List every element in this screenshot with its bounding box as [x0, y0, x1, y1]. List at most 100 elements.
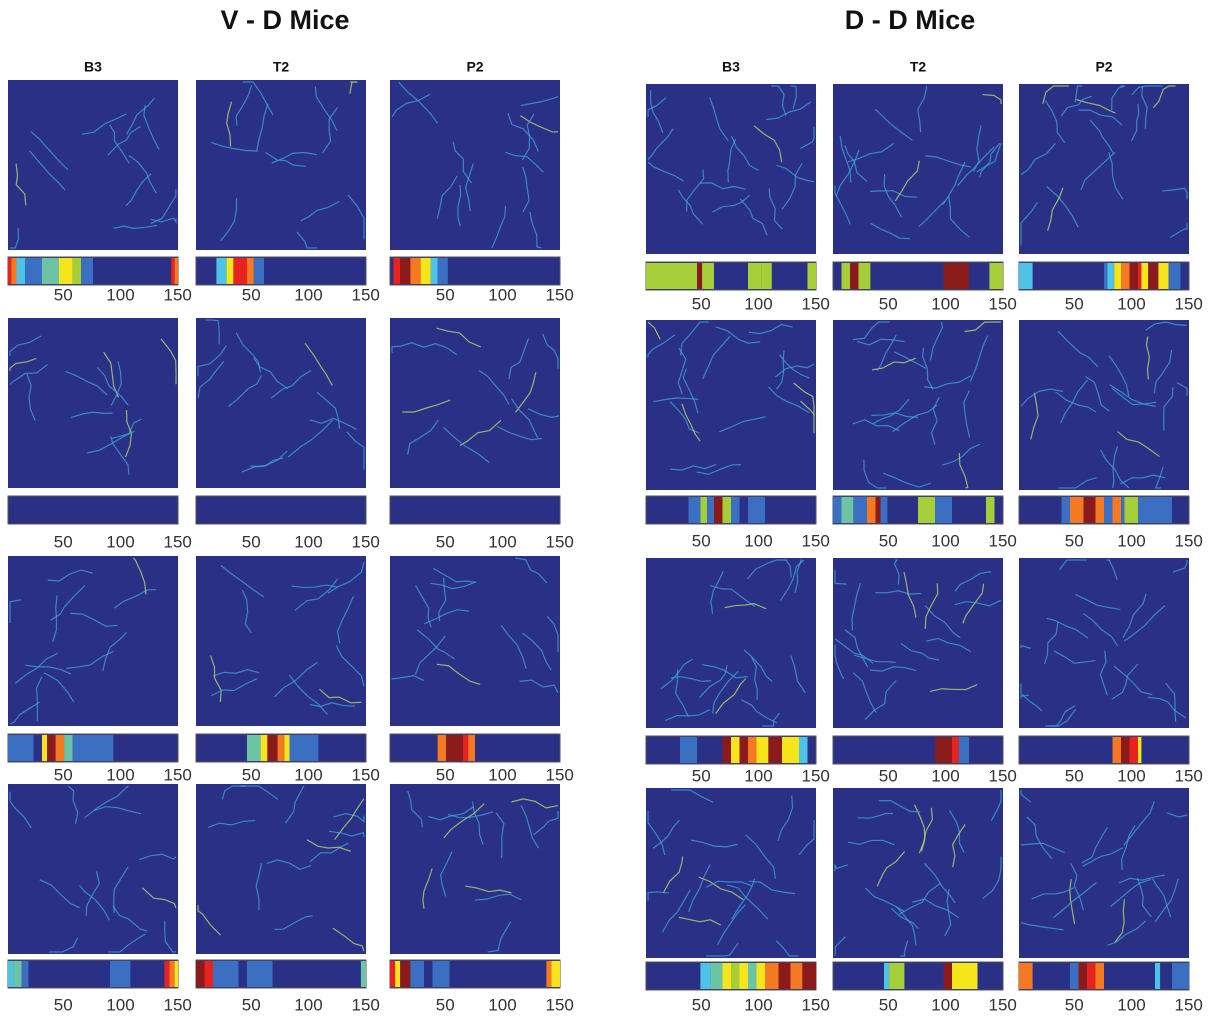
x-tick-label: 50: [692, 531, 711, 550]
strip-band: [390, 961, 395, 987]
strip-band: [1104, 497, 1113, 523]
strip-band: [1172, 963, 1181, 989]
strip-band: [944, 263, 970, 289]
strip-band: [881, 497, 888, 523]
strip-band: [42, 258, 59, 284]
strip-band: [17, 258, 26, 284]
strip-band: [284, 735, 289, 761]
x-tick-label: 50: [54, 765, 73, 784]
x-tick-label: 100: [931, 995, 959, 1014]
x-tick-label: 50: [436, 995, 455, 1014]
x-tick-label: 150: [164, 995, 192, 1014]
x-tick-label: 50: [436, 532, 455, 551]
micrograph: [646, 84, 816, 254]
strip-band: [714, 497, 723, 523]
micrograph: [833, 558, 1003, 728]
strip-band: [986, 497, 995, 523]
strip-band: [697, 263, 702, 289]
strip-band: [552, 961, 561, 987]
x-tick-label: 100: [488, 532, 516, 551]
strip-band: [468, 735, 475, 761]
strip-band: [1121, 497, 1124, 523]
micrograph: [390, 784, 560, 954]
x-tick-label: 50: [54, 532, 73, 551]
strip-band: [952, 963, 961, 989]
x-tick-label: 150: [1175, 995, 1203, 1014]
x-tick-label: 50: [879, 766, 898, 785]
strip-band: [438, 735, 447, 761]
x-tick-label: 50: [242, 995, 261, 1014]
figure: V - D Mice D - D Mice B3T2P2501001505010…: [0, 0, 1218, 1022]
strip-band: [918, 497, 935, 523]
x-tick-label: 150: [352, 765, 380, 784]
strip-band: [1169, 263, 1181, 289]
strip-band: [81, 258, 93, 284]
strip-bg: [1019, 736, 1189, 764]
strip-band: [731, 737, 740, 763]
micrograph: [8, 80, 178, 250]
x-tick-label: 50: [1065, 294, 1084, 313]
x-tick-label: 100: [294, 285, 322, 304]
x-tick-label: 50: [692, 294, 711, 313]
strip-band: [1070, 497, 1084, 523]
strip-band: [59, 258, 73, 284]
strip-band: [1141, 263, 1148, 289]
x-tick-label: 150: [1175, 294, 1203, 313]
x-tick-label: 150: [352, 995, 380, 1014]
x-tick-label: 150: [989, 294, 1017, 313]
strip-band: [833, 497, 842, 523]
strip-band: [8, 258, 11, 284]
strip-band: [1113, 497, 1122, 523]
strip-band: [700, 497, 707, 523]
x-tick-label: 150: [1175, 766, 1203, 785]
micrograph: [8, 556, 178, 726]
strip-band: [802, 963, 816, 989]
micrograph: [390, 80, 560, 250]
x-tick-label: 150: [989, 531, 1017, 550]
strip-band: [216, 258, 226, 284]
strip-band: [170, 961, 175, 987]
strip-band: [1096, 497, 1105, 523]
x-tick-label: 100: [931, 294, 959, 313]
column-label: P2: [466, 59, 483, 75]
x-tick-label: 100: [1117, 995, 1145, 1014]
strip-band: [952, 737, 959, 763]
strip-band: [222, 961, 239, 987]
strip-band: [56, 735, 65, 761]
x-tick-label: 150: [802, 995, 830, 1014]
x-tick-label: 100: [1117, 294, 1145, 313]
strip-band: [171, 258, 174, 284]
strip-band: [1124, 497, 1138, 523]
x-tick-label: 50: [1065, 995, 1084, 1014]
strip-band: [808, 263, 817, 289]
x-tick-label: 150: [164, 532, 192, 551]
x-tick-label: 100: [744, 766, 772, 785]
x-tick-label: 100: [106, 765, 134, 784]
strip-band: [267, 735, 277, 761]
strip-band: [850, 263, 859, 289]
strip-band: [935, 497, 952, 523]
strip-band: [431, 258, 438, 284]
x-tick-label: 100: [106, 995, 134, 1014]
strip-band: [731, 497, 740, 523]
strip-band: [768, 737, 782, 763]
strip-band: [22, 961, 29, 987]
x-tick-label: 150: [164, 765, 192, 784]
strip-bg: [833, 736, 1003, 764]
strip-band: [757, 963, 766, 989]
strip-band: [227, 258, 234, 284]
x-tick-label: 100: [106, 532, 134, 551]
strip-band: [791, 963, 803, 989]
x-tick-label: 100: [488, 285, 516, 304]
micrograph: [1019, 320, 1189, 490]
micrograph: [390, 318, 560, 488]
strip-band: [278, 735, 285, 761]
micrograph: [1019, 788, 1189, 958]
micrograph: [196, 784, 366, 954]
strip-band: [740, 737, 749, 763]
strip-band: [867, 497, 876, 523]
strip-band: [1181, 963, 1190, 989]
x-tick-label: 150: [802, 294, 830, 313]
strip-band: [748, 963, 757, 989]
strip-bg: [8, 960, 178, 988]
